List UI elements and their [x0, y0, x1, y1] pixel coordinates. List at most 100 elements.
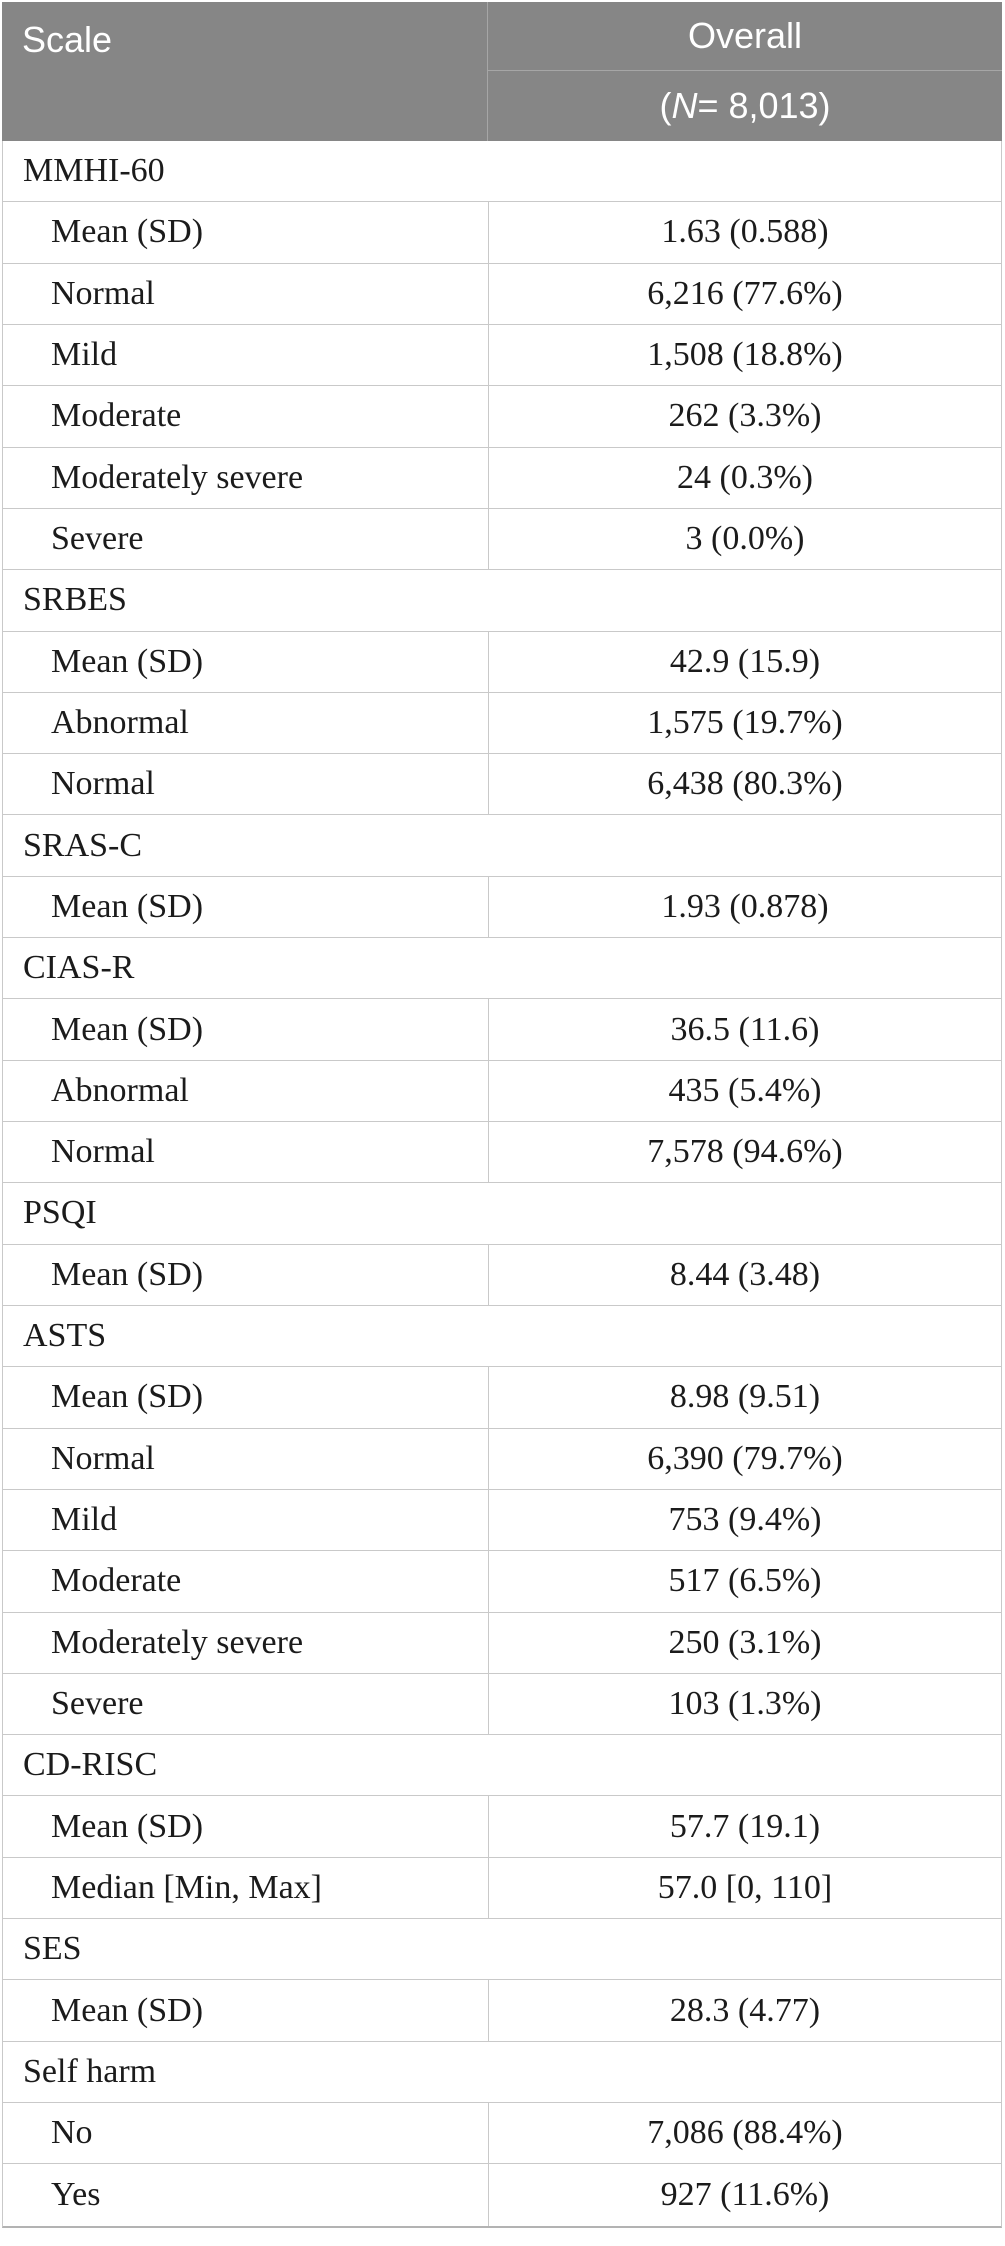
row-value: 1,575 (19.7%) — [647, 703, 843, 741]
row-value: 8.44 (3.48) — [669, 1255, 821, 1293]
data-row: Yes 927 (11.6%) — [3, 2164, 1001, 2226]
section-label: SES — [23, 1930, 82, 1968]
data-row: Mean (SD) 42.9 (15.9) — [3, 631, 1001, 693]
data-row: Mild 1,508 (18.8%) — [3, 324, 1001, 387]
section-label: CIAS-R — [23, 949, 135, 987]
overall-header-row: Overall — [488, 2, 1002, 71]
section-label: CD-RISC — [23, 1746, 158, 1784]
row-label: Mean (SD) — [3, 631, 489, 692]
row-label: Moderately severe — [3, 447, 489, 508]
row-value: 927 (11.6%) — [660, 2175, 830, 2213]
scale-header-label: Scale — [22, 19, 113, 60]
row-value: 24 (0.3%) — [677, 458, 813, 496]
section-row: PSQI — [3, 1183, 1001, 1245]
row-label: Severe — [3, 1673, 489, 1735]
section-row: ASTS — [3, 1306, 1001, 1368]
row-label: No — [3, 2103, 489, 2164]
row-label: Moderate — [3, 1551, 489, 1612]
data-row: Mean (SD) 36.5 (11.6) — [3, 999, 1001, 1061]
header-cell-overall: Overall (N = 8,013) — [488, 2, 1002, 141]
row-label: Yes — [3, 2164, 489, 2226]
data-row: Moderate 517 (6.5%) — [3, 1551, 1001, 1613]
row-value: 262 (3.3%) — [668, 397, 822, 435]
sample-size-value: = 8,013) — [697, 85, 831, 126]
overall-header-label: Overall — [687, 15, 803, 56]
table-body: MMHI-60 Mean (SD) 1.63 (0.588) Normal 6,216 … — [2, 141, 1002, 2228]
data-row: Mean (SD) 57.7 (19.1) — [3, 1796, 1001, 1858]
section-label: Self harm — [23, 2052, 157, 2090]
data-row: Median [Min, Max] 57.0 [0, 110] — [3, 1857, 1001, 1920]
data-row: Severe 3 (0.0%) — [3, 508, 1001, 571]
row-value: 42.9 (15.9) — [669, 642, 821, 680]
section-label: PSQI — [23, 1194, 97, 1232]
section-row: SRBES — [3, 570, 1001, 632]
section-label: ASTS — [23, 1317, 107, 1355]
table-header: Scale Overall (N = 8,013) — [2, 2, 1002, 141]
row-value: 7,086 (88.4%) — [647, 2114, 843, 2152]
row-label: Mean (SD) — [3, 1367, 489, 1428]
row-label: Mean (SD) — [3, 876, 489, 938]
row-label: Normal — [3, 1122, 489, 1183]
row-label: Severe — [3, 508, 489, 570]
section-row: CD-RISC — [3, 1735, 1001, 1797]
row-value: 57.7 (19.1) — [669, 1807, 821, 1845]
data-row: Mean (SD) 1.63 (0.588) — [3, 202, 1001, 264]
section-label: MMHI-60 — [23, 152, 165, 190]
row-value: 8.98 (9.51) — [669, 1378, 821, 1416]
row-label: Median [Min, Max] — [3, 1857, 489, 1919]
row-value: 36.5 (11.6) — [670, 1010, 820, 1048]
data-row: Abnormal 435 (5.4%) — [3, 1060, 1001, 1122]
data-row: Normal 7,578 (94.6%) — [3, 1122, 1001, 1184]
section-row: MMHI-60 — [3, 141, 1001, 203]
row-value: 517 (6.5%) — [668, 1562, 822, 1600]
row-value: 1.63 (0.588) — [661, 213, 829, 251]
sample-size-n-symbol: N — [671, 85, 698, 126]
row-label: Mild — [3, 324, 489, 386]
row-label: Moderately severe — [3, 1612, 489, 1673]
row-value: 6,438 (80.3%) — [647, 765, 843, 803]
data-row: Mean (SD) 8.44 (3.48) — [3, 1244, 1001, 1306]
row-label: Normal — [3, 754, 489, 815]
data-row: Severe 103 (1.3%) — [3, 1673, 1001, 1736]
section-row: Self harm — [3, 2042, 1001, 2103]
row-label: Mean (SD) — [3, 202, 489, 263]
row-value: 6,216 (77.6%) — [647, 274, 843, 312]
data-row: Moderately severe 24 (0.3%) — [3, 447, 1001, 509]
row-value: 3 (0.0%) — [685, 520, 805, 558]
data-row: Moderate 262 (3.3%) — [3, 386, 1001, 448]
data-row: Normal 6,438 (80.3%) — [3, 754, 1001, 816]
row-label: Mean (SD) — [3, 1980, 489, 2041]
data-row: Mean (SD) 28.3 (4.77) — [3, 1980, 1001, 2042]
data-row: Mean (SD) 8.98 (9.51) — [3, 1367, 1001, 1429]
data-row: Mild 753 (9.4%) — [3, 1489, 1001, 1552]
data-row: Abnormal 1,575 (19.7%) — [3, 692, 1001, 755]
row-label: Mean (SD) — [3, 999, 489, 1060]
header-cell-scale: Scale — [2, 2, 488, 141]
row-label: Normal — [3, 263, 489, 324]
row-label: Mean (SD) — [3, 1796, 489, 1857]
section-label: SRAS-C — [23, 826, 143, 864]
row-value: 435 (5.4%) — [668, 1071, 822, 1109]
row-value: 6,390 (79.7%) — [647, 1439, 843, 1477]
data-row: Normal 6,216 (77.6%) — [3, 263, 1001, 325]
row-label: Abnormal — [3, 692, 489, 754]
row-value: 753 (9.4%) — [668, 1501, 822, 1539]
row-label: Mean (SD) — [3, 1244, 489, 1305]
row-value: 1,508 (18.8%) — [647, 336, 843, 374]
row-label: Normal — [3, 1428, 489, 1489]
row-value: 250 (3.1%) — [668, 1623, 822, 1661]
row-value: 103 (1.3%) — [668, 1684, 822, 1722]
section-row: CIAS-R — [3, 938, 1001, 1000]
row-label: Abnormal — [3, 1060, 489, 1121]
section-row: SES — [3, 1919, 1001, 1981]
data-row: Moderately severe 250 (3.1%) — [3, 1612, 1001, 1674]
data-row: Normal 6,390 (79.7%) — [3, 1428, 1001, 1490]
data-row: Mean (SD) 1.93 (0.878) — [3, 876, 1001, 939]
row-label: Moderate — [3, 386, 489, 447]
row-label: Mild — [3, 1489, 489, 1551]
sample-size-open-paren: ( — [659, 85, 672, 126]
row-value: 28.3 (4.77) — [669, 1991, 821, 2029]
row-value: 57.0 [0, 110] — [657, 1868, 833, 1906]
